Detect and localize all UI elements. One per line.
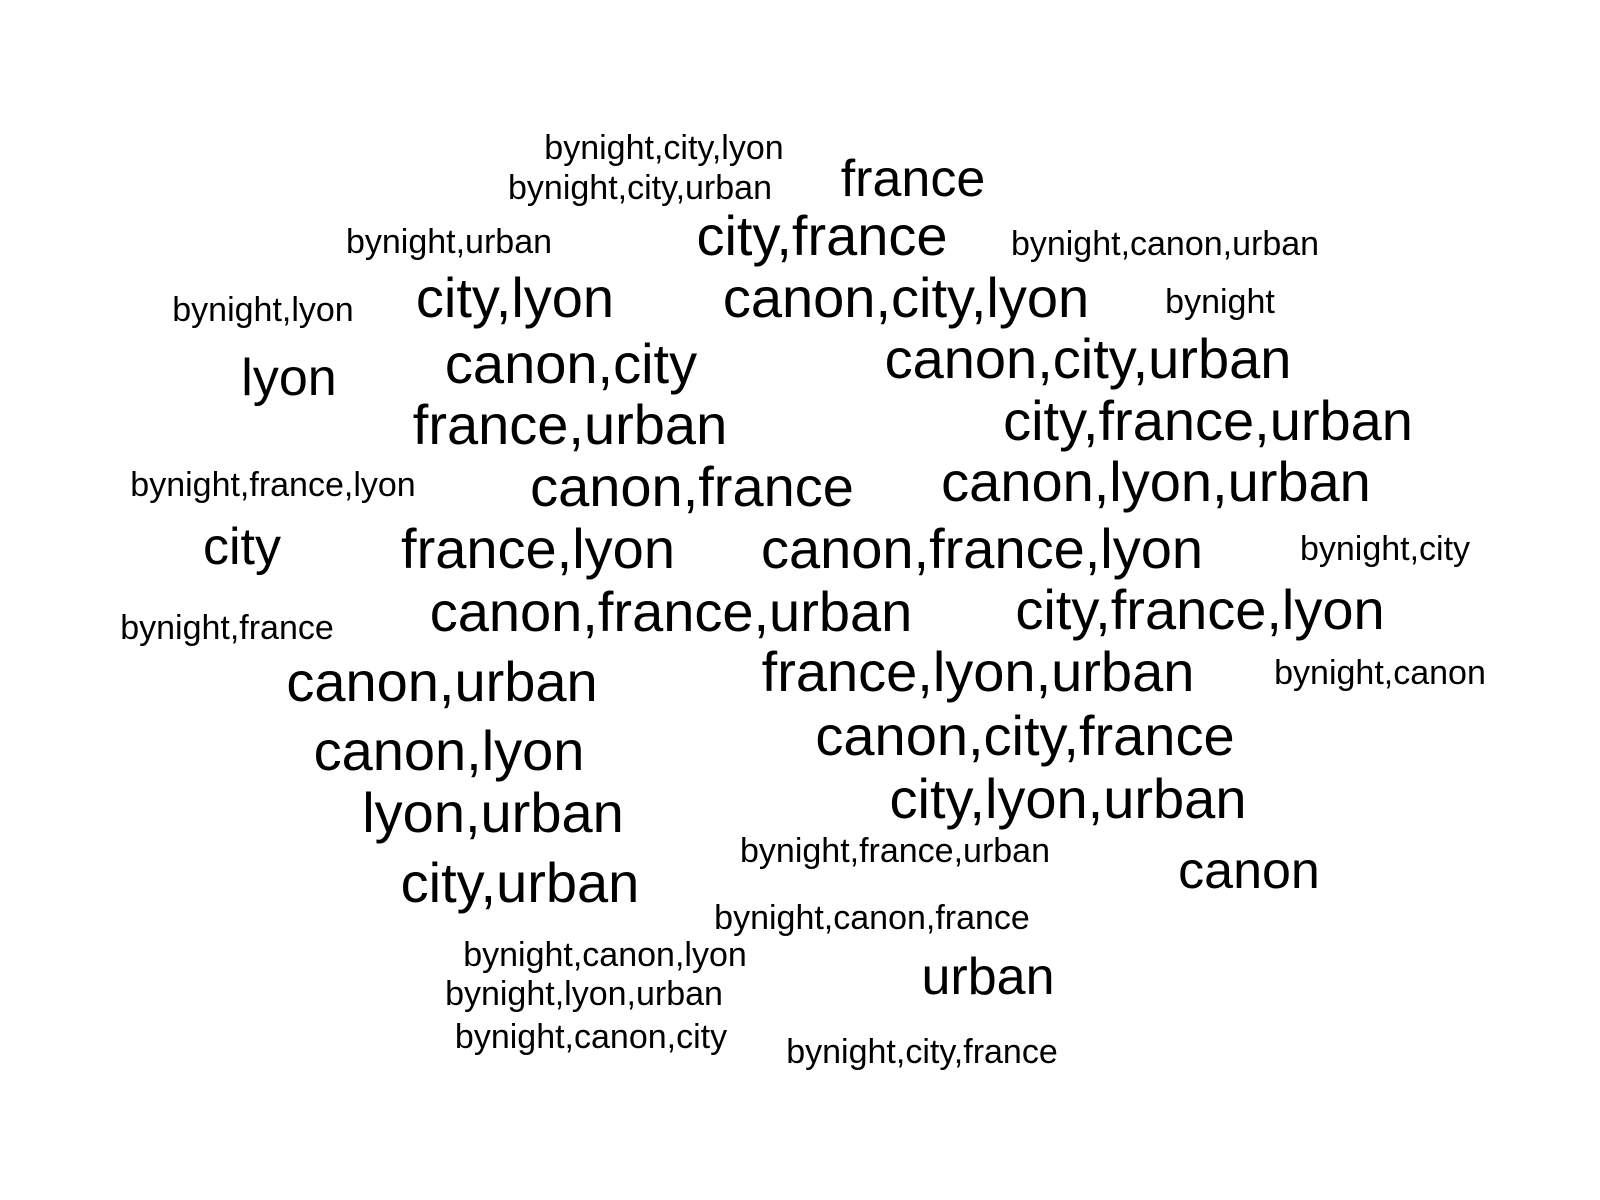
word-40: bynight,city,france [786,1033,1058,1071]
word-23: city,france,lyon [1015,578,1385,641]
word-11: canon,city [444,332,698,395]
word-2: bynight,city,urban [508,169,772,207]
word-32: bynight,france,urban [740,832,1050,870]
word-4: bynight,urban [345,223,553,261]
word-9: bynight [1165,283,1275,321]
word-27: bynight,canon [1274,654,1486,692]
word-24: bynight,france [120,609,334,647]
word-5: bynight,canon,urban [1010,225,1320,263]
word-26: france,lyon,urban [761,640,1195,703]
word-3: city,france [696,204,948,267]
word-28: canon,lyon [313,719,585,782]
word-18: city [203,518,281,576]
word-15: bynight,france,lyon [130,466,416,504]
word-22: canon,france,urban [429,580,913,643]
word-21: bynight,city [1299,530,1471,568]
word-0: bynight,city,lyon [544,129,784,167]
word-17: canon,lyon,urban [941,450,1371,513]
word-12: canon,city,urban [884,327,1292,390]
word-35: bynight,canon,france [714,899,1030,937]
word-30: lyon,urban [362,781,624,844]
word-39: bynight,canon,city [454,1018,728,1056]
word-7: city,lyon [415,266,615,329]
word-36: bynight,canon,lyon [463,936,747,974]
word-10: lyon [241,349,337,407]
word-13: france,urban [412,393,728,456]
word-16: canon,france [530,455,854,518]
word-33: canon [1178,842,1320,900]
word-29: canon,city,france [815,704,1235,767]
word-31: city,lyon,urban [889,767,1247,830]
word-8: canon,city,lyon [722,266,1090,329]
word-34: city,urban [400,851,640,914]
word-37: urban [921,948,1055,1006]
word-1: france [840,150,986,208]
word-25: canon,urban [286,650,598,713]
word-20: canon,france,lyon [760,517,1204,580]
word-14: city,france,urban [1003,389,1413,452]
word-6: bynight,lyon [172,291,354,329]
word-38: bynight,lyon,urban [445,975,723,1013]
word-19: france,lyon [401,517,675,580]
